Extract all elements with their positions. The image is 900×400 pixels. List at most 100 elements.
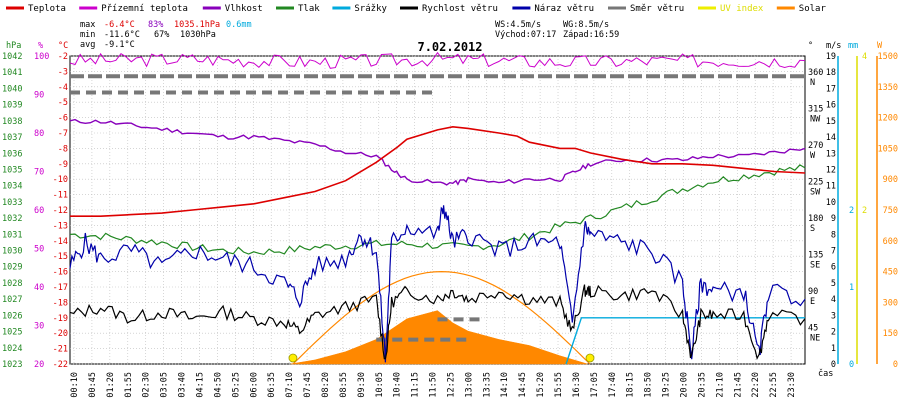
- x-tick-label: 20:00: [680, 372, 690, 398]
- stats-max-rain: 0.6mm: [226, 20, 252, 30]
- ms-tick-label: 6: [831, 263, 836, 273]
- wind-gust-info: WG:8.5m/s: [563, 20, 609, 30]
- hpa-tick-label: 1039: [2, 101, 22, 111]
- uv-tick-label: 4: [862, 52, 867, 62]
- hpa-tick-label: 1029: [2, 263, 22, 273]
- x-tick-label: 06:00: [249, 372, 259, 398]
- temp-tick-label: -3: [58, 67, 68, 77]
- wind-dir-tick-label: 90: [808, 287, 818, 297]
- wind-dir-tick-label: 360: [808, 68, 823, 78]
- x-tick-label: 08:20: [321, 372, 331, 398]
- hpa-tick-label: 1040: [2, 84, 22, 94]
- ms-tick-label: 4: [831, 295, 836, 305]
- ms-tick-label: 17: [826, 84, 836, 94]
- stats-max-temp: -6.4°C: [104, 20, 135, 30]
- hpa-tick-label: 1032: [2, 214, 22, 224]
- hpa-tick-label: 1024: [2, 344, 22, 354]
- x-tick-label: 04:15: [195, 372, 205, 398]
- x-tick-label: 04:50: [213, 372, 223, 398]
- pressure-line: [69, 164, 806, 256]
- x-tick-label: 15:20: [536, 372, 546, 398]
- pct-tick-label: 80: [34, 129, 44, 139]
- legend-label: Solar: [799, 4, 827, 14]
- temp-tick-label: -20: [53, 329, 68, 339]
- pct-tick-label: 90: [34, 91, 44, 101]
- x-tick-label: 01:20: [106, 372, 116, 398]
- w-tick-label: 1050: [878, 144, 898, 154]
- axis-unit-w: W: [877, 41, 883, 51]
- ms-tick-label: 15: [826, 117, 836, 127]
- solar-area: [290, 310, 588, 365]
- x-tick-label: 17:40: [608, 372, 618, 398]
- wind-dir-compass-label: S: [810, 224, 815, 234]
- stats-max-label: max: [80, 20, 95, 30]
- w-tick-label: 450: [883, 268, 898, 278]
- x-tick-label: 00:10: [70, 372, 80, 398]
- wind-dir-tick-label: 225: [808, 178, 823, 188]
- axis-unit-hpa: hPa: [6, 41, 21, 51]
- x-tick-label: 18:15: [626, 372, 636, 398]
- x-tick-label: 12:25: [446, 372, 456, 398]
- x-tick-label: 16:30: [572, 372, 582, 398]
- ms-tick-label: 10: [826, 198, 836, 208]
- pct-tick-label: 100: [34, 52, 49, 62]
- temp-tick-label: -22: [53, 360, 68, 370]
- wind-dir-tick-label: 315: [808, 105, 823, 115]
- stats-min-humidity: 67%: [154, 30, 169, 40]
- ms-tick-label: 7: [831, 247, 836, 257]
- x-tick-label: 06:35: [267, 372, 277, 398]
- x-tick-label: 23:30: [787, 372, 797, 398]
- sunset-info: Západ:16:59: [563, 30, 619, 40]
- ms-tick-label: 12: [826, 165, 836, 175]
- w-tick-label: 1350: [878, 83, 898, 93]
- stats-avg-label: avg: [80, 40, 95, 50]
- x-tick-label: 09:30: [357, 372, 367, 398]
- pct-tick-label: 50: [34, 245, 44, 255]
- ms-tick-label: 2: [831, 328, 836, 338]
- w-tick-label: 900: [883, 175, 898, 185]
- temp-tick-label: -18: [53, 298, 68, 308]
- x-tick-label: 15:55: [554, 372, 564, 398]
- x-tick-label: 14:10: [500, 372, 510, 398]
- wind-dir-compass-label: SW: [810, 188, 821, 198]
- humidity-line: [69, 118, 806, 186]
- x-tick-label: 11:50: [429, 372, 439, 398]
- ms-tick-label: 11: [826, 182, 836, 192]
- temp-tick-label: -6: [58, 114, 68, 124]
- axis-unit-mm: mm: [848, 41, 858, 51]
- sunrise-info: Východ:07:17: [495, 30, 556, 40]
- uv-tick-label: 2: [862, 206, 867, 216]
- hpa-tick-label: 1034: [2, 182, 22, 192]
- wind-dir-compass-label: NE: [810, 334, 820, 344]
- hpa-tick-label: 1030: [2, 247, 22, 257]
- w-tick-label: 750: [883, 206, 898, 216]
- wind-dir-compass-label: SE: [810, 261, 820, 271]
- x-tick-label: 07:45: [303, 372, 313, 398]
- x-tick-label: 03:05: [160, 372, 170, 398]
- x-tick-label: 20:35: [697, 372, 707, 398]
- legend-label: Přízemní teplota: [101, 4, 188, 14]
- x-tick-label: 13:35: [482, 372, 492, 398]
- wind-dir-tick-label: 45: [808, 324, 818, 334]
- x-tick-label: 13:00: [464, 372, 474, 398]
- temp-tick-label: -8: [58, 144, 68, 154]
- temp-tick-label: -17: [53, 283, 68, 293]
- hpa-tick-label: 1038: [2, 117, 22, 127]
- axis-unit-ms: m/s: [826, 41, 841, 51]
- x-tick-label: 00:45: [88, 372, 98, 398]
- wind-dir-tick-label: 180: [808, 214, 823, 224]
- wind-dir-tick-label: 135: [808, 251, 823, 261]
- w-tick-label: 1200: [878, 114, 898, 124]
- mm-tick-label: 0: [849, 360, 854, 370]
- pct-tick-label: 20: [34, 360, 44, 370]
- sunset-marker: [585, 353, 595, 363]
- temp-tick-label: -10: [53, 175, 68, 185]
- w-tick-label: 0: [893, 360, 898, 370]
- stats-min-pressure: 1030hPa: [180, 30, 216, 40]
- ms-tick-label: 19: [826, 52, 836, 62]
- legend-label: Vlhkost: [225, 4, 263, 14]
- x-tick-label: 01:55: [124, 372, 134, 398]
- wind-dir-compass-label: N: [810, 78, 815, 88]
- ms-tick-label: 0: [831, 360, 836, 370]
- hpa-tick-label: 1033: [2, 198, 22, 208]
